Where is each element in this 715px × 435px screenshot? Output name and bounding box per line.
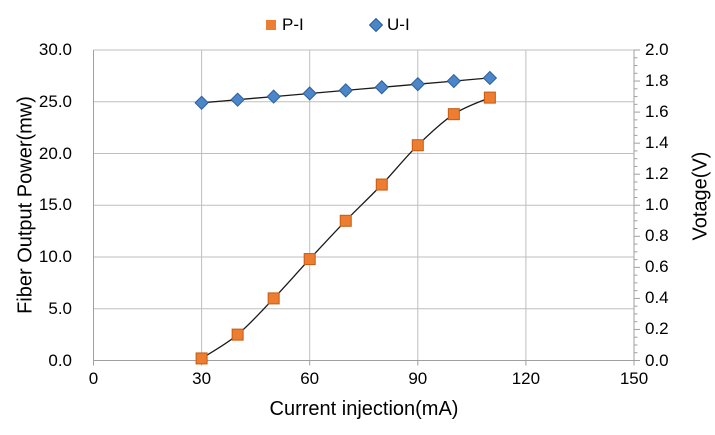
ui-data-point-marker	[302, 86, 317, 101]
pi-data-point-marker	[231, 328, 244, 341]
x-tick-label: 150	[619, 369, 649, 388]
y-left-tick-label: 30.0	[38, 40, 72, 59]
x-tick-label: 90	[408, 369, 428, 388]
legend-label-ui: U-I	[387, 15, 410, 34]
pi-square-marker-icon	[266, 20, 276, 30]
y-left-axis-title: Fiber Output Power(mw)	[14, 96, 37, 314]
y-right-tick-label: 1.8	[645, 71, 669, 91]
y-right-tick-label: 1.4	[645, 133, 669, 153]
y-left-tick-label: 20.0	[38, 143, 72, 163]
pi-data-point-marker	[375, 178, 388, 191]
y-left-tick-label: 15.0	[38, 195, 72, 215]
y-left-tick-label: 25.0	[38, 91, 72, 111]
pi-data-point-marker	[411, 139, 424, 152]
y-right-tick-label: 0.2	[645, 319, 669, 339]
y-right-tick-label: 0.4	[645, 288, 669, 308]
y-right-axis-title: Votage(V)	[689, 151, 712, 241]
ui-data-point-marker	[374, 80, 389, 95]
ui-data-point-marker	[338, 83, 353, 98]
pi-data-point-marker	[447, 108, 460, 121]
pi-data-point-marker	[195, 352, 208, 365]
y-left-tick-label: 0.0	[48, 350, 72, 370]
ui-data-point-marker	[266, 89, 281, 104]
pi-data-point-marker	[339, 214, 352, 227]
y-left-tick-label: 10.0	[38, 247, 72, 266]
y-right-tick-label: 1.6	[645, 102, 669, 122]
x-tick-label: 120	[511, 369, 541, 388]
ui-diamond-marker-icon	[368, 17, 384, 33]
ui-data-point-marker	[482, 70, 498, 86]
pi-data-point-marker	[303, 253, 316, 266]
ui-data-point-marker	[446, 73, 462, 89]
y-right-tick-label: 1.0	[645, 195, 669, 215]
ui-data-point-marker	[194, 95, 209, 110]
y-right-tick-label: 0.6	[645, 257, 669, 277]
x-tick-label: 30	[192, 369, 212, 388]
ui-data-point-marker	[410, 76, 426, 92]
y-right-tick-label: 0.8	[645, 226, 669, 246]
legend-item-pi: P-I	[266, 15, 304, 35]
ui-data-point-marker	[230, 92, 245, 107]
y-right-tick-label: 0.0	[645, 350, 669, 370]
legend-label-pi: P-I	[282, 15, 304, 34]
x-tick-label: 0	[88, 369, 99, 388]
pi-data-point-marker	[483, 91, 496, 104]
legend-item-ui: U-I	[368, 15, 410, 35]
y-left-tick-label: 5.0	[48, 298, 72, 318]
x-tick-label: 60	[300, 369, 320, 388]
y-right-tick-label: 2.0	[645, 40, 669, 59]
x-axis-title: Current injection(mA)	[269, 398, 459, 420]
pi-data-point-marker	[267, 292, 280, 305]
pi-series-line	[201, 97, 491, 359]
y-right-tick-label: 1.2	[645, 164, 669, 184]
